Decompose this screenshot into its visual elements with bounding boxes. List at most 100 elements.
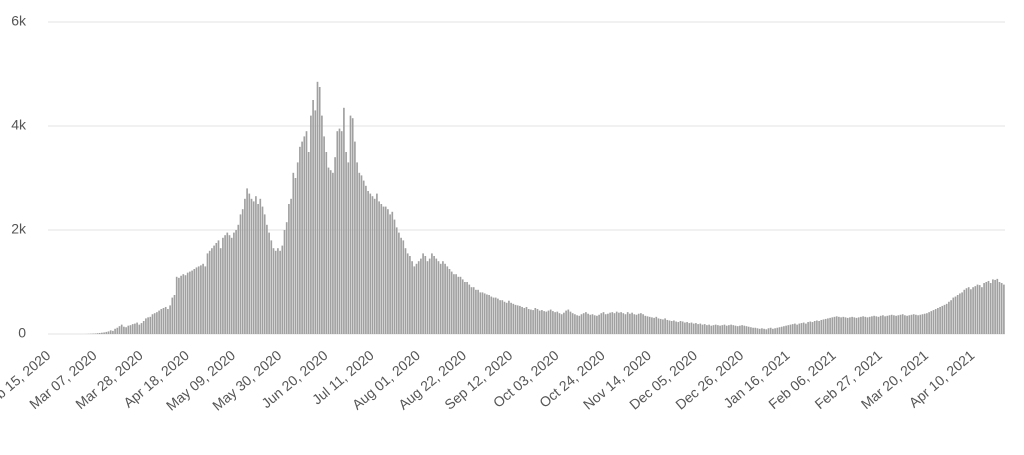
bar bbox=[657, 318, 660, 334]
bar bbox=[811, 322, 814, 334]
bar bbox=[758, 328, 761, 334]
bar bbox=[310, 115, 312, 334]
bar bbox=[767, 328, 770, 334]
bar bbox=[831, 317, 834, 334]
bar bbox=[576, 315, 578, 334]
bar bbox=[807, 322, 809, 334]
bar bbox=[475, 289, 477, 334]
bar bbox=[567, 309, 570, 334]
bar bbox=[182, 274, 185, 334]
bar bbox=[492, 297, 495, 334]
bar bbox=[494, 297, 497, 334]
bar bbox=[853, 317, 856, 334]
bar bbox=[629, 313, 631, 334]
bar bbox=[703, 324, 706, 334]
bar bbox=[985, 282, 988, 334]
bar bbox=[611, 312, 614, 334]
bar bbox=[954, 296, 957, 334]
bar bbox=[307, 152, 310, 334]
bar bbox=[274, 250, 277, 334]
bar bbox=[699, 323, 702, 334]
bar bbox=[668, 320, 671, 334]
bar bbox=[798, 323, 801, 334]
bar bbox=[895, 315, 897, 334]
bar bbox=[479, 292, 482, 334]
bar bbox=[255, 196, 257, 334]
bar bbox=[860, 316, 862, 334]
bar bbox=[939, 306, 941, 334]
bar bbox=[266, 224, 268, 334]
bar bbox=[147, 317, 149, 334]
bar bbox=[211, 248, 213, 334]
bar bbox=[116, 327, 119, 334]
bar bbox=[893, 315, 895, 334]
bar bbox=[1000, 283, 1003, 334]
bar bbox=[640, 313, 642, 334]
bar bbox=[701, 324, 704, 334]
bar bbox=[589, 314, 592, 334]
bar bbox=[356, 162, 358, 334]
bar bbox=[719, 325, 721, 334]
bar bbox=[94, 333, 97, 334]
bar bbox=[305, 131, 308, 334]
bar bbox=[402, 240, 405, 334]
bar bbox=[844, 317, 847, 334]
bar bbox=[120, 324, 123, 334]
bar bbox=[389, 214, 391, 334]
bar bbox=[923, 313, 926, 334]
bar bbox=[325, 152, 328, 334]
bar bbox=[585, 312, 587, 334]
bar bbox=[428, 258, 431, 334]
bar bbox=[626, 312, 629, 334]
bar bbox=[873, 315, 875, 334]
bar bbox=[945, 303, 948, 334]
bar bbox=[835, 316, 838, 334]
bar bbox=[127, 325, 130, 334]
bar bbox=[978, 285, 981, 334]
bar bbox=[789, 324, 792, 334]
bar bbox=[912, 314, 915, 334]
bar bbox=[976, 284, 979, 334]
bar bbox=[369, 193, 372, 334]
bar bbox=[398, 232, 400, 334]
bar bbox=[994, 279, 996, 334]
bar bbox=[816, 320, 818, 334]
bar bbox=[915, 314, 917, 334]
bar bbox=[336, 131, 339, 334]
bar bbox=[173, 295, 176, 334]
bar bbox=[937, 308, 939, 334]
bar bbox=[164, 306, 167, 334]
bar bbox=[675, 321, 677, 334]
bar bbox=[662, 319, 664, 334]
bar bbox=[321, 115, 323, 334]
bar bbox=[926, 313, 928, 334]
bar bbox=[961, 292, 963, 334]
bar bbox=[263, 214, 266, 334]
bar bbox=[772, 328, 774, 334]
bar bbox=[373, 198, 376, 334]
bar bbox=[776, 327, 779, 334]
bar bbox=[442, 261, 444, 334]
bar bbox=[277, 248, 279, 334]
bar bbox=[393, 219, 396, 334]
bar bbox=[208, 250, 211, 334]
bar bbox=[283, 230, 286, 334]
bar bbox=[752, 327, 754, 334]
bar bbox=[952, 297, 955, 334]
bar bbox=[717, 325, 719, 334]
bar bbox=[743, 325, 746, 334]
bar bbox=[688, 323, 691, 334]
bar bbox=[270, 240, 273, 334]
bar bbox=[153, 313, 156, 334]
bar bbox=[987, 280, 990, 334]
bar bbox=[453, 274, 455, 334]
bar bbox=[879, 315, 882, 334]
bar bbox=[855, 317, 858, 334]
bar bbox=[712, 325, 715, 334]
bar bbox=[362, 180, 365, 334]
bar bbox=[745, 326, 748, 334]
bar bbox=[219, 248, 222, 334]
bar bbox=[435, 258, 438, 334]
bar bbox=[468, 284, 471, 334]
bar bbox=[541, 310, 543, 334]
